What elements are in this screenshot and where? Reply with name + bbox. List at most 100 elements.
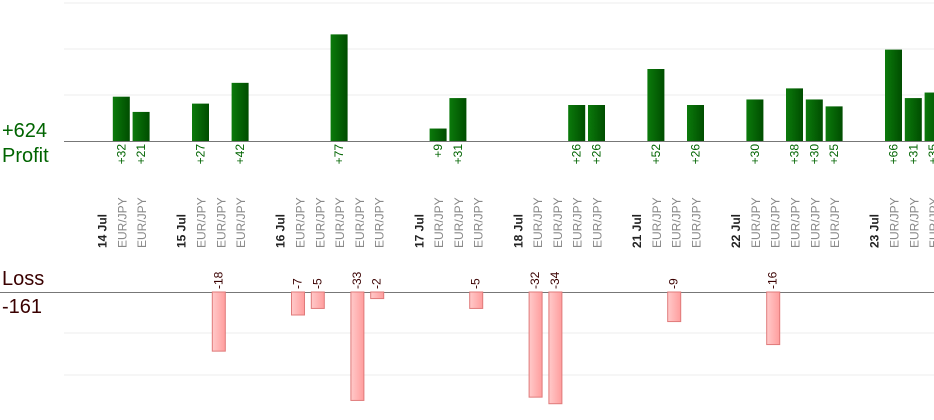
profit-bar: [647, 69, 665, 141]
profit-bar: [192, 103, 209, 141]
date-label: 15 Jul: [175, 214, 189, 248]
pair-label: EUR/JPY: [551, 197, 565, 248]
profit-bar: [885, 49, 902, 141]
profit-bar: [687, 105, 704, 141]
pair-label: EUR/JPY: [888, 197, 902, 248]
pair-label: EUR/JPY: [353, 197, 367, 248]
pair-label: EUR/JPY: [214, 197, 228, 248]
loss-bar: [766, 291, 781, 346]
profit-label: Profit: [2, 145, 49, 167]
profit-value-label: +31: [451, 144, 465, 165]
profit-bar: [449, 98, 467, 141]
loss-value-label: -16: [766, 271, 780, 289]
pair-label: EUR/JPY: [432, 197, 446, 248]
profit-bar: [429, 128, 447, 141]
date-label: 22 Jul: [729, 214, 743, 248]
loss-value-label: -32: [528, 271, 542, 289]
loss-bar: [211, 291, 226, 352]
loss-bar: [350, 291, 365, 401]
pair-label: EUR/JPY: [749, 197, 763, 248]
loss-bar: [667, 291, 682, 323]
pair-label: EUR/JPY: [927, 197, 934, 248]
profit-bar: [231, 82, 249, 141]
loss-bar: [310, 291, 325, 309]
profit-value-label: +77: [332, 144, 346, 165]
pair-label: EUR/JPY: [373, 197, 387, 248]
date-label: 14 Jul: [96, 214, 110, 248]
pair-label: EUR/JPY: [789, 197, 803, 248]
profit-bar: [924, 92, 934, 141]
loss-bar: [528, 291, 543, 398]
pair-label: EUR/JPY: [670, 197, 684, 248]
date-label: 16 Jul: [274, 214, 288, 248]
pair-label: EUR/JPY: [195, 197, 209, 248]
loss-value-label: -5: [469, 278, 483, 289]
profit-bar: [330, 34, 348, 142]
chart-labels: 14 Jul EUR/JPY +32 EUR/JPY +21 15 Jul EUR/JPY +…: [96, 144, 934, 289]
grid-lines: [0, 2, 934, 376]
loss-label: Loss: [2, 268, 45, 290]
profit-bar: [132, 111, 150, 141]
pair-label: EUR/JPY: [591, 197, 605, 248]
profit-value-label: +25: [827, 144, 841, 165]
loss-value-label: -5: [310, 278, 324, 289]
profit-value-label: +66: [887, 144, 901, 165]
pair-label: EUR/JPY: [531, 197, 545, 248]
pair-label: EUR/JPY: [313, 197, 327, 248]
profit-bar: [746, 99, 764, 141]
loss-value-label: -34: [548, 271, 562, 289]
pair-label: EUR/JPY: [690, 197, 704, 248]
profit-value-label: +38: [788, 144, 802, 165]
pair-label: EUR/JPY: [769, 197, 783, 248]
date-label: 17 Jul: [412, 214, 426, 248]
profit-value-label: +26: [689, 144, 703, 165]
profit-value-label: +52: [649, 144, 663, 165]
pair-label: EUR/JPY: [828, 197, 842, 248]
profit-value-label: +32: [114, 144, 128, 165]
profit-bar: [786, 88, 803, 141]
loss-bar: [469, 291, 484, 309]
pair-label: EUR/JPY: [115, 197, 129, 248]
profit-bar: [825, 106, 843, 141]
pair-label: EUR/JPY: [294, 197, 308, 248]
date-label: 18 Jul: [511, 214, 525, 248]
pair-label: EUR/JPY: [333, 197, 347, 248]
pair-label: EUR/JPY: [808, 197, 822, 248]
profit-value-label: +21: [134, 144, 148, 165]
profit-value-label: +35: [926, 144, 934, 165]
profit-total: +624: [2, 120, 48, 142]
pair-label: EUR/JPY: [135, 197, 149, 248]
profit-value-label: +31: [906, 144, 920, 165]
loss-value-label: -2: [370, 278, 384, 289]
date-label: 21 Jul: [630, 214, 644, 248]
profit-value-label: +30: [807, 144, 821, 165]
profit-value-label: +30: [748, 144, 762, 165]
profit-bar: [568, 105, 586, 141]
profit-value-label: +42: [233, 144, 247, 165]
profit-value-label: +26: [590, 144, 604, 165]
loss-value-label: -33: [350, 271, 364, 289]
pair-label: EUR/JPY: [472, 197, 486, 248]
loss-total: -161: [2, 296, 43, 318]
pair-label: EUR/JPY: [234, 197, 248, 248]
profit-value-label: +9: [431, 144, 445, 158]
loss-value-label: -18: [211, 271, 225, 289]
date-label: 23 Jul: [868, 214, 882, 248]
pair-label: EUR/JPY: [650, 197, 664, 248]
profit-value-label: +27: [194, 144, 208, 165]
loss-bar: [291, 291, 305, 316]
loss-value-label: -7: [291, 278, 305, 289]
pair-label: EUR/JPY: [571, 197, 585, 248]
profit-bar: [805, 99, 823, 141]
loss-value-label: -9: [667, 278, 681, 289]
profit-bar: [904, 98, 922, 141]
pair-label: EUR/JPY: [907, 197, 921, 248]
loss-bar: [370, 291, 385, 300]
profit-bar: [588, 105, 605, 141]
pair-label: EUR/JPY: [452, 197, 466, 248]
profit-value-label: +26: [570, 144, 584, 165]
loss-bar: [548, 291, 563, 405]
bar-series: [112, 34, 934, 405]
profit-bar: [112, 96, 130, 141]
